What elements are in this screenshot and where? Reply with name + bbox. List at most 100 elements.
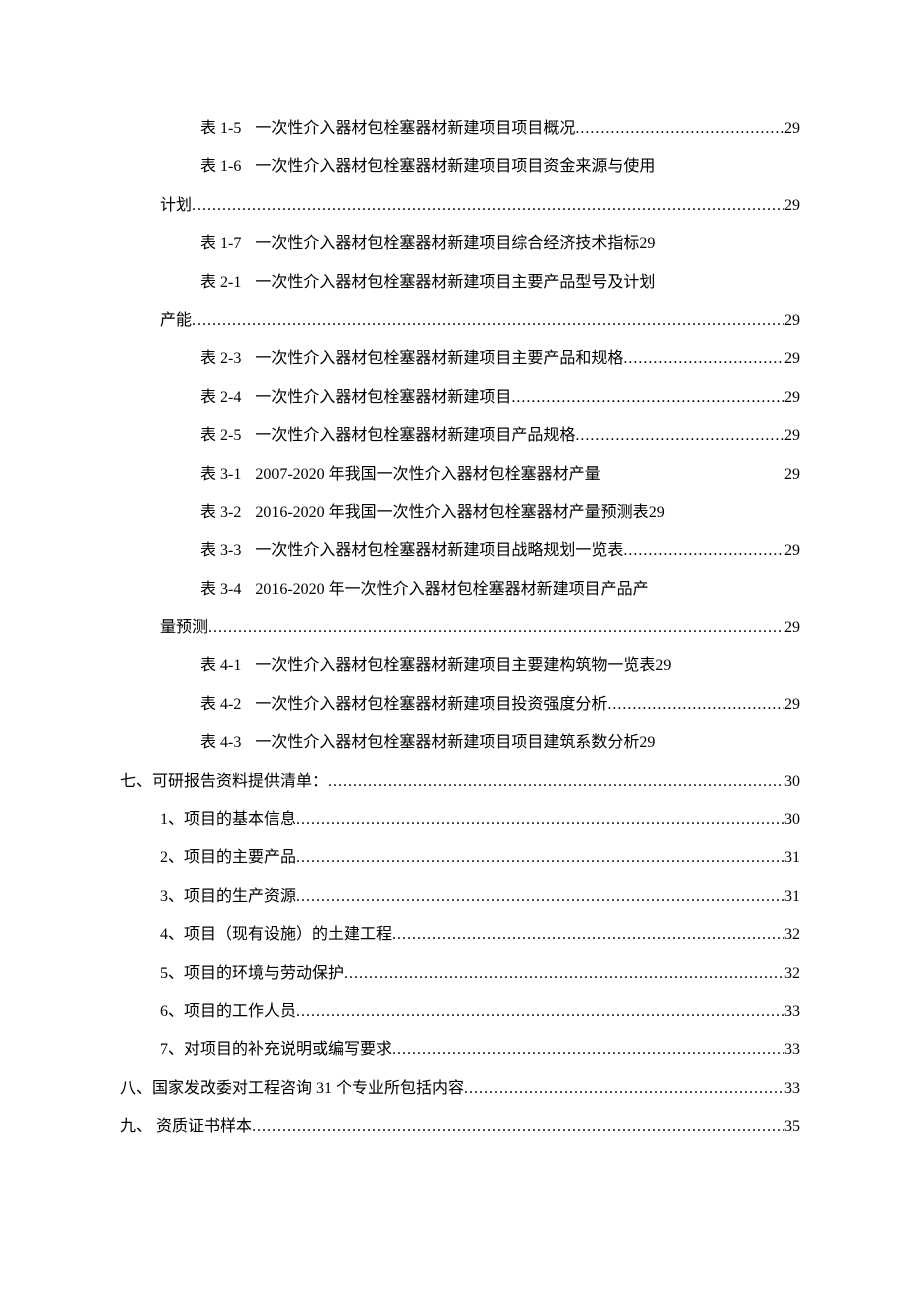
toc-entry: 表 1-6 一次性介入器材包栓塞器材新建项目项目资金来源与使用 (120, 148, 800, 186)
toc-title: 2016-2020 年一次性介入器材包栓塞器材新建项目产品产 (255, 581, 648, 598)
toc-page: 29 (784, 532, 800, 570)
toc-leader (464, 1070, 784, 1108)
toc-leader (601, 456, 784, 494)
toc-leader (344, 955, 784, 993)
toc-page: 29 (784, 417, 800, 455)
toc-prefix: 表 2-1 (200, 274, 241, 291)
toc-entry: 表 4-2一次性介入器材包栓塞器材新建项目投资强度分析 29 (120, 686, 800, 724)
toc-label: 产能 (160, 302, 192, 340)
toc-entry: 表 1-5一次性介入器材包栓塞器材新建项目项目概况29 (120, 110, 800, 148)
toc-entry: 量预测29 (120, 609, 800, 647)
toc-page: 33 (784, 1070, 800, 1108)
toc-title: 一次性介入器材包栓塞器材新建项目主要建构筑物一览表 (255, 657, 655, 674)
toc-page: 29 (649, 494, 665, 532)
toc-entry: 5、项目的环境与劳动保护 32 (120, 955, 800, 993)
toc-label: 1、项目的基本信息 (160, 801, 296, 839)
toc-page: 29 (784, 340, 800, 378)
toc-title: 一次性介入器材包栓塞器材新建项目产品规格 (255, 427, 575, 444)
toc-label: 表 1-6 一次性介入器材包栓塞器材新建项目项目资金来源与使用 (200, 148, 655, 186)
toc-entry: 七、可研报告资料提供清单：30 (120, 763, 800, 801)
toc-page: 32 (784, 955, 800, 993)
toc-label: 表 1-7一次性介入器材包栓塞器材新建项目综合经济技术指标 (200, 225, 639, 263)
toc-page: 31 (784, 878, 800, 916)
toc-prefix: 表 2-4 (200, 389, 241, 406)
toc-label: 4、项目（现有设施）的土建工程 (160, 916, 392, 954)
toc-page: 29 (639, 724, 655, 762)
toc-leader (296, 878, 784, 916)
toc-title: 项目的环境与劳动保护 (184, 965, 344, 982)
toc-title: 一次性介入器材包栓塞器材新建项目投资强度分析 (255, 696, 607, 713)
toc-leader (208, 609, 784, 647)
toc-entry: 表 4-1一次性介入器材包栓塞器材新建项目主要建构筑物一览表29 (120, 647, 800, 685)
toc-label: 量预测 (160, 609, 208, 647)
toc-title: 资质证书样本 (152, 1118, 252, 1135)
toc-prefix: 4、 (160, 926, 184, 943)
toc-title: 一次性介入器材包栓塞器材新建项目项目概况 (255, 120, 575, 137)
toc-title: 2007-2020 年我国一次性介入器材包栓塞器材产量 (255, 466, 600, 483)
toc-prefix: 7、 (160, 1041, 184, 1058)
toc-label: 3、项目的生产资源 (160, 878, 296, 916)
toc-entry: 3、项目的生产资源 31 (120, 878, 800, 916)
toc-prefix: 七、 (120, 773, 152, 790)
toc-page: 35 (784, 1108, 800, 1146)
toc-page: 29 (639, 225, 655, 263)
toc-label: 八、国家发改委对工程咨询 31 个专业所包括内容 (120, 1070, 464, 1108)
toc-prefix: 表 4-1 (200, 657, 241, 674)
toc-page: 32 (784, 916, 800, 954)
toc-prefix: 表 1-7 (200, 235, 241, 252)
toc-leader (296, 993, 784, 1031)
toc-leader (575, 110, 784, 148)
toc-entry: 九、 资质证书样本 35 (120, 1108, 800, 1146)
toc-page: 29 (784, 302, 800, 340)
toc-page: 29 (784, 456, 800, 494)
toc-prefix: 2、 (160, 849, 184, 866)
toc-label: 表 2-1一次性介入器材包栓塞器材新建项目主要产品型号及计划 (200, 264, 655, 302)
toc-label: 5、项目的环境与劳动保护 (160, 955, 344, 993)
toc-prefix: 1、 (160, 811, 184, 828)
toc-page: 29 (784, 686, 800, 724)
toc-leader (607, 686, 784, 724)
toc-prefix: 表 3-1 (200, 466, 241, 483)
toc-entry: 表 2-1一次性介入器材包栓塞器材新建项目主要产品型号及计划 (120, 264, 800, 302)
toc-entry: 表 2-5 一次性介入器材包栓塞器材新建项目产品规格 29 (120, 417, 800, 455)
toc-prefix: 表 2-5 (200, 427, 241, 444)
toc-entry: 2、项目的主要产品31 (120, 839, 800, 877)
toc-label: 表 4-2一次性介入器材包栓塞器材新建项目投资强度分析 (200, 686, 607, 724)
toc-entry: 6、项目的工作人员33 (120, 993, 800, 1031)
toc-label: 表 2-4一次性介入器材包栓塞器材新建项目 (200, 379, 511, 417)
toc-label: 表 3-3一次性介入器材包栓塞器材新建项目战略规划一览表 (200, 532, 623, 570)
toc-label: 表 2-5 一次性介入器材包栓塞器材新建项目产品规格 (200, 417, 575, 455)
toc-entry: 7、对项目的补充说明或编写要求33 (120, 1031, 800, 1069)
toc-title: 一次性介入器材包栓塞器材新建项目战略规划一览表 (255, 542, 623, 559)
toc-prefix: 表 1-6 (200, 158, 241, 175)
toc-title: 产能 (160, 312, 192, 329)
toc-entry: 计划29 (120, 187, 800, 225)
toc-entry: 八、国家发改委对工程咨询 31 个专业所包括内容 33 (120, 1070, 800, 1108)
toc-entry: 表 1-7一次性介入器材包栓塞器材新建项目综合经济技术指标29 (120, 225, 800, 263)
toc-label: 表 3-1 2007-2020 年我国一次性介入器材包栓塞器材产量 (200, 456, 601, 494)
toc-label: 表 4-1 一次性介入器材包栓塞器材新建项目主要建构筑物一览表 (200, 647, 655, 685)
toc-title: 一次性介入器材包栓塞器材新建项目项目资金来源与使用 (255, 158, 655, 175)
toc-title: 一次性介入器材包栓塞器材新建项目项目建筑系数分析 (255, 734, 639, 751)
toc-entry: 表 2-4一次性介入器材包栓塞器材新建项目29 (120, 379, 800, 417)
toc-entry: 表 3-42016-2020 年一次性介入器材包栓塞器材新建项目产品产 (120, 571, 800, 609)
toc-title: 2016-2020 年我国一次性介入器材包栓塞器材产量预测表 (255, 504, 648, 521)
toc-leader (192, 187, 784, 225)
toc-prefix: 八、 (120, 1080, 152, 1097)
toc-title: 项目的生产资源 (184, 888, 296, 905)
toc-entry: 1、项目的基本信息30 (120, 801, 800, 839)
toc-label: 七、可研报告资料提供清单： (120, 763, 328, 801)
toc-label: 九、 资质证书样本 (120, 1108, 252, 1146)
toc-page: 33 (784, 1031, 800, 1069)
toc-entry: 4、项目（现有设施）的土建工程 32 (120, 916, 800, 954)
toc-prefix: 表 2-3 (200, 350, 241, 367)
toc-leader (392, 916, 784, 954)
toc-prefix: 表 3-2 (200, 504, 241, 521)
toc-title: 量预测 (160, 619, 208, 636)
toc-page: 29 (784, 110, 800, 148)
toc-label: 2、项目的主要产品 (160, 839, 296, 877)
toc-leader (511, 379, 784, 417)
toc-leader (192, 302, 784, 340)
toc-title: 计划 (160, 197, 192, 214)
toc-label: 表 3-42016-2020 年一次性介入器材包栓塞器材新建项目产品产 (200, 571, 649, 609)
